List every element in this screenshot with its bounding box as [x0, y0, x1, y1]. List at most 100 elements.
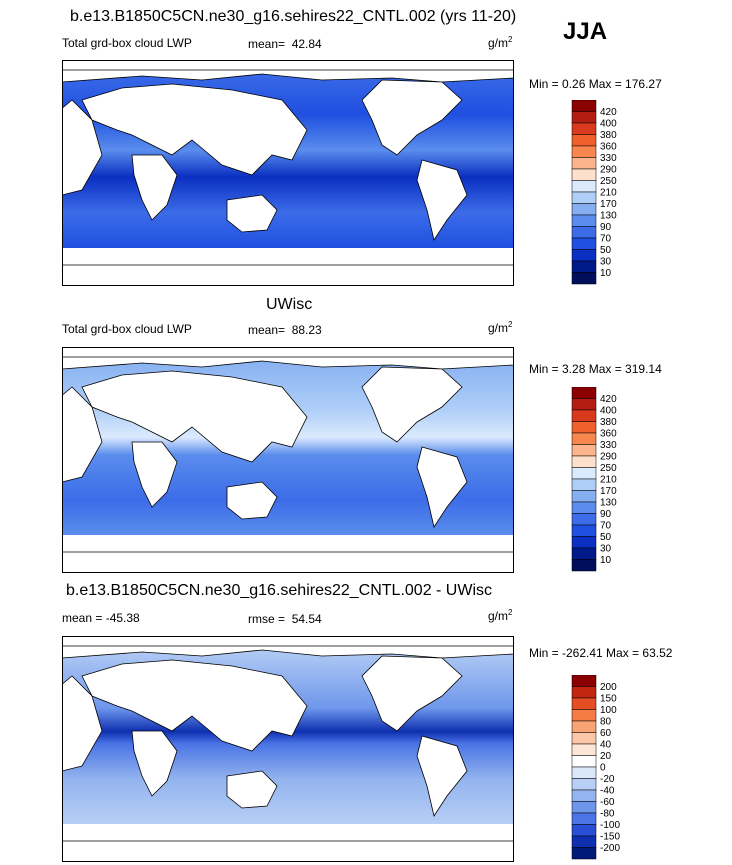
- colorbar-label: -40: [600, 786, 615, 797]
- panel3-land: [62, 645, 514, 862]
- colorbar-label: 40: [600, 740, 612, 751]
- colorbar-label: -200: [600, 843, 620, 854]
- panel1-map-frame: [62, 60, 514, 286]
- colorbar-label: 10: [600, 555, 612, 566]
- colorbar-swatch: [571, 675, 597, 687]
- colorbar-swatch: [571, 467, 597, 480]
- colorbar-label: 100: [600, 705, 617, 716]
- colorbar-swatch: [571, 387, 597, 399]
- colorbar-label: -80: [600, 809, 615, 820]
- colorbar-label: 380: [600, 130, 617, 141]
- colorbar-swatch: [571, 801, 597, 814]
- panel3-rmse-label: rmse = 54.54: [248, 612, 322, 626]
- colorbar-swatch: [571, 100, 597, 112]
- panel1-range: Min = 0.26 Max = 176.27: [529, 77, 662, 91]
- colorbar-label: 90: [600, 509, 612, 520]
- colorbar-label: 420: [600, 394, 617, 405]
- colorbar-label: 360: [600, 429, 617, 440]
- colorbar-swatch: [571, 789, 597, 802]
- colorbar-swatch: [571, 237, 597, 250]
- colorbar-label: 20: [600, 751, 612, 762]
- colorbar-label: 70: [600, 521, 612, 532]
- colorbar-label: 0: [600, 763, 606, 774]
- panel3-colorbar: 200150100806040200-20-40-60-80-100-150-2…: [571, 675, 620, 860]
- colorbar-label: 210: [600, 188, 617, 199]
- colorbar-swatch: [571, 111, 597, 124]
- colorbar-label: 60: [600, 728, 612, 739]
- colorbar-label: 250: [600, 176, 617, 187]
- colorbar-label: 80: [600, 717, 612, 728]
- colorbar-swatch: [571, 214, 597, 227]
- colorbar-swatch: [571, 478, 597, 491]
- panel2-land: [62, 356, 514, 573]
- colorbar-label: 30: [600, 257, 612, 268]
- panel1-unit: g/m2: [488, 35, 513, 50]
- colorbar-label: 130: [600, 211, 617, 222]
- colorbar-swatch: [571, 145, 597, 158]
- colorbar-label: 10: [600, 268, 612, 279]
- colorbar-label: 330: [600, 153, 617, 164]
- colorbar-swatch: [571, 720, 597, 733]
- colorbar-swatch: [571, 743, 597, 756]
- colorbar-label: 420: [600, 107, 617, 118]
- panel2-left-label: Total grd-box cloud LWP: [62, 322, 192, 336]
- colorbar-swatch: [571, 778, 597, 791]
- colorbar-label: 250: [600, 463, 617, 474]
- panel2-title: UWisc: [266, 296, 313, 313]
- colorbar-label: 290: [600, 452, 617, 463]
- colorbar-swatch: [571, 559, 597, 572]
- colorbar-label: 400: [600, 119, 617, 130]
- colorbar-swatch: [571, 203, 597, 216]
- colorbar-swatch: [571, 686, 597, 699]
- panel3-mean-label: mean = -45.38: [62, 611, 140, 625]
- panel2-map-frame: [62, 347, 514, 573]
- colorbar-swatch: [571, 398, 597, 411]
- colorbar-swatch: [571, 812, 597, 825]
- panel1-mean-label: mean= 42.84: [248, 37, 322, 51]
- colorbar-swatch: [571, 732, 597, 745]
- colorbar-label: 330: [600, 440, 617, 451]
- panel3-title: b.e13.B1850C5CN.ne30_g16.sehires22_CNTL.…: [66, 582, 493, 599]
- panel3-map: [62, 636, 514, 862]
- panel1-land: [62, 69, 514, 286]
- colorbar-swatch: [571, 272, 597, 285]
- colorbar-label: 290: [600, 165, 617, 176]
- colorbar-swatch: [571, 766, 597, 779]
- colorbar-swatch: [571, 824, 597, 837]
- colorbar-swatch: [571, 835, 597, 848]
- colorbar-label: -60: [600, 797, 615, 808]
- season-label: JJA: [563, 18, 608, 45]
- colorbar-label: 200: [600, 682, 617, 693]
- colorbar-label: -20: [600, 774, 615, 785]
- colorbar-swatch: [571, 180, 597, 193]
- panel3-map-frame: [62, 636, 514, 862]
- colorbar-swatch: [571, 157, 597, 170]
- panel3-range: Min = -262.41 Max = 63.52: [529, 646, 673, 660]
- colorbar-label: 210: [600, 475, 617, 486]
- colorbar-label: 360: [600, 142, 617, 153]
- colorbar-label: 70: [600, 234, 612, 245]
- colorbar-swatch: [571, 513, 597, 526]
- panel2-mean-label: mean= 88.23: [248, 323, 322, 337]
- colorbar-label: 170: [600, 486, 617, 497]
- colorbar-label: 400: [600, 406, 617, 417]
- colorbar-swatch: [571, 501, 597, 514]
- colorbar-swatch: [571, 709, 597, 722]
- panel2-map: [62, 347, 514, 573]
- colorbar-label: 170: [600, 199, 617, 210]
- colorbar-label: 90: [600, 222, 612, 233]
- colorbar-label: -150: [600, 832, 620, 843]
- colorbar-swatch: [571, 191, 597, 204]
- panel2-unit: g/m2: [488, 320, 513, 335]
- colorbar-swatch: [571, 168, 597, 181]
- colorbar-swatch: [571, 260, 597, 273]
- colorbar-swatch: [571, 697, 597, 710]
- colorbar-swatch: [571, 249, 597, 262]
- colorbar-swatch: [571, 409, 597, 422]
- panel1-left-label: Total grd-box cloud LWP: [62, 36, 192, 50]
- colorbar-label: 50: [600, 532, 612, 543]
- colorbar-swatch: [571, 536, 597, 549]
- colorbar-swatch: [571, 226, 597, 239]
